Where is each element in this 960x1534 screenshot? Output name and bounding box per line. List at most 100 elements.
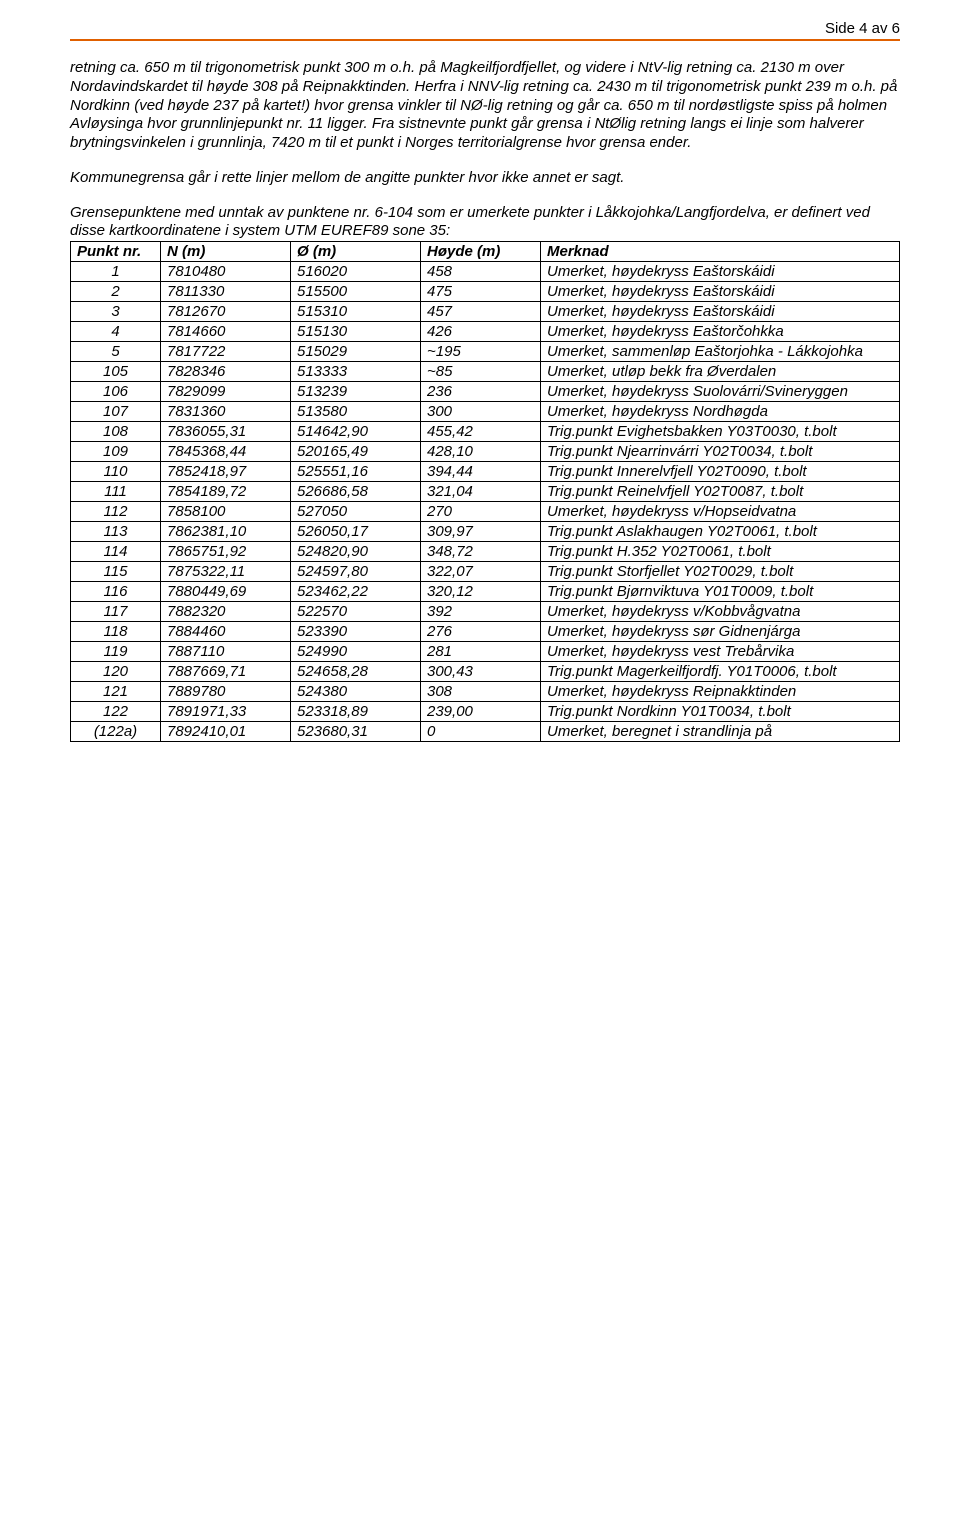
table-cell: 394,44 <box>421 462 541 482</box>
col-o: Ø (m) <box>291 242 421 262</box>
table-row: 1197887110524990281Umerket, høydekryss v… <box>71 642 900 662</box>
table-cell: 116 <box>71 582 161 602</box>
table-cell: 526050,17 <box>291 522 421 542</box>
table-cell: 3 <box>71 302 161 322</box>
table-row: 1127858100527050270Umerket, høydekryss v… <box>71 502 900 522</box>
table-cell: 300 <box>421 402 541 422</box>
table-cell: 320,12 <box>421 582 541 602</box>
table-cell: 524820,90 <box>291 542 421 562</box>
table-cell: 112 <box>71 502 161 522</box>
table-row: 1167880449,69523462,22320,12Trig.punkt B… <box>71 582 900 602</box>
table-cell: 513239 <box>291 382 421 402</box>
table-cell: 308 <box>421 682 541 702</box>
table-cell: Trig.punkt Evighetsbakken Y03T0030, t.bo… <box>541 422 900 442</box>
table-cell: 524380 <box>291 682 421 702</box>
table-row: 1157875322,11524597,80322,07Trig.punkt S… <box>71 562 900 582</box>
table-cell: Trig.punkt Innerelvfjell Y02T0090, t.bol… <box>541 462 900 482</box>
table-cell: Trig.punkt Aslakhaugen Y02T0061, t.bolt <box>541 522 900 542</box>
table-cell: 7828346 <box>161 362 291 382</box>
table-cell: 276 <box>421 622 541 642</box>
table-cell: 114 <box>71 542 161 562</box>
table-row: 1217889780524380308Umerket, høydekryss R… <box>71 682 900 702</box>
table-cell: 523318,89 <box>291 702 421 722</box>
table-row: 1227891971,33523318,89239,00Trig.punkt N… <box>71 702 900 722</box>
table-cell: Umerket, høydekryss v/Hopseidvatna <box>541 502 900 522</box>
table-cell: Umerket, sammenløp Eaštorjohka - Lákkojo… <box>541 342 900 362</box>
table-cell: 458 <box>421 262 541 282</box>
table-cell: 107 <box>71 402 161 422</box>
table-cell: 113 <box>71 522 161 542</box>
table-cell: 516020 <box>291 262 421 282</box>
table-cell: 108 <box>71 422 161 442</box>
table-row: 1137862381,10526050,17309,97Trig.punkt A… <box>71 522 900 542</box>
table-cell: 7810480 <box>161 262 291 282</box>
table-row: 1087836055,31514642,90455,42Trig.punkt E… <box>71 422 900 442</box>
table-cell: Umerket, høydekryss Reipnakktinden <box>541 682 900 702</box>
table-cell: 281 <box>421 642 541 662</box>
table-cell: 7880449,69 <box>161 582 291 602</box>
table-cell: 7845368,44 <box>161 442 291 462</box>
table-cell: Trig.punkt Nordkinn Y01T0034, t.bolt <box>541 702 900 722</box>
table-cell: (122a) <box>71 722 161 742</box>
table-cell: 119 <box>71 642 161 662</box>
table-cell: 7875322,11 <box>161 562 291 582</box>
table-cell: 515500 <box>291 282 421 302</box>
table-cell: 7891971,33 <box>161 702 291 722</box>
table-cell: 7811330 <box>161 282 291 302</box>
table-cell: 392 <box>421 602 541 622</box>
table-cell: Umerket, høydekryss Nordhøgda <box>541 402 900 422</box>
table-row: 1077831360513580300Umerket, høydekryss N… <box>71 402 900 422</box>
table-cell: 321,04 <box>421 482 541 502</box>
table-cell: 526686,58 <box>291 482 421 502</box>
table-cell: 475 <box>421 282 541 302</box>
table-cell: 7831360 <box>161 402 291 422</box>
table-cell: Umerket, høydekryss Eaštorčohkka <box>541 322 900 342</box>
table-cell: Umerket, beregnet i strandlinja på <box>541 722 900 742</box>
table-cell: 117 <box>71 602 161 622</box>
page-number: Side 4 av 6 <box>70 20 900 39</box>
table-cell: Umerket, utløp bekk fra Øverdalen <box>541 362 900 382</box>
table-cell: 0 <box>421 722 541 742</box>
table-cell: 428,10 <box>421 442 541 462</box>
table-row: 57817722515029~195Umerket, sammenløp Eaš… <box>71 342 900 362</box>
table-cell: 110 <box>71 462 161 482</box>
table-cell: 515029 <box>291 342 421 362</box>
col-hoyde: Høyde (m) <box>421 242 541 262</box>
table-cell: 515130 <box>291 322 421 342</box>
table-cell: 4 <box>71 322 161 342</box>
table-cell: 270 <box>421 502 541 522</box>
table-cell: ~195 <box>421 342 541 362</box>
table-row: 1057828346513333~85Umerket, utløp bekk f… <box>71 362 900 382</box>
table-cell: 111 <box>71 482 161 502</box>
table-cell: 524597,80 <box>291 562 421 582</box>
header-rule <box>70 39 900 41</box>
table-cell: 514642,90 <box>291 422 421 442</box>
table-cell: 522570 <box>291 602 421 622</box>
col-merknad: Merknad <box>541 242 900 262</box>
table-cell: Trig.punkt Storfjellet Y02T0029, t.bolt <box>541 562 900 582</box>
table-cell: 1 <box>71 262 161 282</box>
table-row: 1107852418,97525551,16394,44Trig.punkt I… <box>71 462 900 482</box>
paragraph-1: retning ca. 650 m til trigonometrisk pun… <box>70 59 900 153</box>
table-cell: 523390 <box>291 622 421 642</box>
table-row: 27811330515500475Umerket, høydekryss Eaš… <box>71 282 900 302</box>
table-cell: 309,97 <box>421 522 541 542</box>
table-row: 1147865751,92524820,90348,72Trig.punkt H… <box>71 542 900 562</box>
table-cell: 7817722 <box>161 342 291 362</box>
table-row: (122a)7892410,01523680,310Umerket, bereg… <box>71 722 900 742</box>
table-cell: 7889780 <box>161 682 291 702</box>
table-cell: 122 <box>71 702 161 722</box>
table-cell: 348,72 <box>421 542 541 562</box>
col-punkt-nr: Punkt nr. <box>71 242 161 262</box>
table-row: 1117854189,72526686,58321,04Trig.punkt R… <box>71 482 900 502</box>
coordinates-table: Punkt nr. N (m) Ø (m) Høyde (m) Merknad … <box>70 241 900 742</box>
table-cell: 7892410,01 <box>161 722 291 742</box>
table-row: 1177882320522570392Umerket, høydekryss v… <box>71 602 900 622</box>
table-cell: 513333 <box>291 362 421 382</box>
table-cell: 7854189,72 <box>161 482 291 502</box>
table-cell: 7829099 <box>161 382 291 402</box>
table-cell: Trig.punkt Reinelvfjell Y02T0087, t.bolt <box>541 482 900 502</box>
table-cell: 5 <box>71 342 161 362</box>
table-cell: 322,07 <box>421 562 541 582</box>
table-cell: 7836055,31 <box>161 422 291 442</box>
